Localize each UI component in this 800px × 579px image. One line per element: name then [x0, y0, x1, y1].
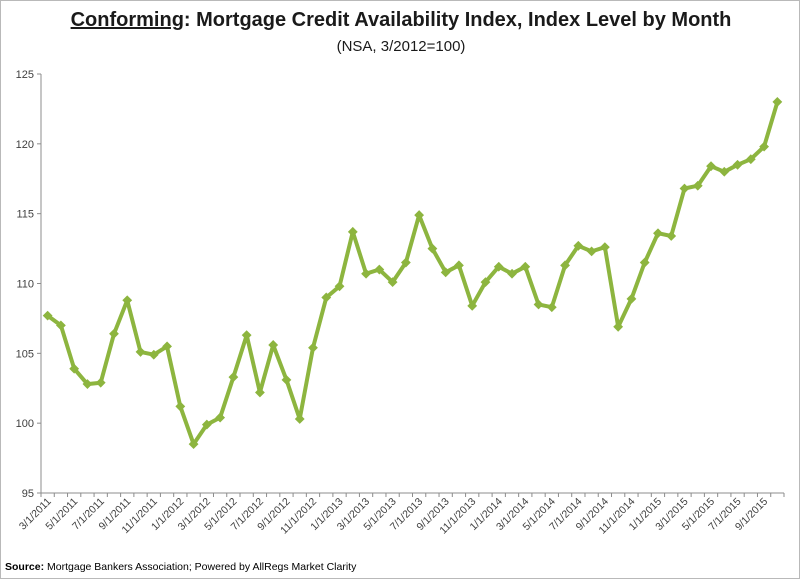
data-point: [387, 277, 398, 288]
data-point: [454, 260, 464, 271]
data-point: [188, 439, 199, 450]
data-point: [573, 240, 584, 251]
data-point: [493, 261, 504, 272]
chart-title-rest: : Mortgage Credit Availability Index, In…: [183, 9, 732, 31]
series-line: [45, 99, 780, 447]
y-tick-label: 95: [22, 488, 34, 500]
data-point: [400, 257, 411, 268]
data-point: [175, 401, 186, 412]
data-point: [414, 210, 425, 220]
chart-title: Conforming: Mortgage Credit Availability…: [1, 9, 799, 32]
data-point: [201, 419, 212, 430]
data-point: [308, 342, 318, 353]
data-point: [427, 243, 438, 254]
data-point: [599, 242, 610, 253]
data-point: [533, 299, 544, 310]
data-point: [361, 268, 371, 279]
data-point: [135, 347, 146, 357]
data-point: [706, 161, 716, 172]
data-point: [692, 180, 703, 191]
data-point: [719, 166, 730, 177]
data-point: [241, 330, 252, 341]
data-point: [122, 295, 133, 306]
data-point: [586, 246, 597, 257]
data-point: [666, 231, 677, 241]
chart-subtitle: (NSA, 3/2012=100): [336, 38, 466, 55]
data-point: [294, 414, 305, 424]
source-text: Mortgage Bankers Association; Powered by…: [44, 561, 357, 573]
data-point: [759, 141, 770, 152]
y-tick-label: 125: [16, 69, 34, 81]
data-point: [268, 340, 279, 350]
data-point: [148, 349, 159, 360]
data-point: [440, 267, 451, 278]
data-point: [639, 257, 650, 268]
data-point: [82, 379, 93, 389]
data-point: [334, 281, 345, 292]
y-tick-label: 100: [16, 418, 34, 430]
y-tick-label: 120: [16, 139, 34, 151]
y-tick-label: 115: [16, 209, 34, 221]
data-point: [772, 97, 783, 107]
data-point: [215, 412, 226, 423]
data-point: [109, 328, 119, 339]
data-point: [55, 320, 66, 331]
source-note: Source: Mortgage Bankers Association; Po…: [5, 561, 356, 573]
data-point: [228, 372, 239, 382]
data-point: [613, 321, 624, 332]
data-point: [321, 292, 332, 303]
data-point: [732, 159, 743, 170]
data-point: [347, 226, 358, 237]
data-point: [520, 261, 531, 272]
data-point: [745, 154, 756, 165]
data-point: [281, 374, 292, 385]
data-point: [507, 268, 517, 279]
data-point: [626, 293, 637, 304]
data-point: [546, 302, 557, 313]
y-tick-label: 105: [16, 348, 34, 360]
data-point: [255, 387, 265, 398]
chart-title-conforming: Conforming: [70, 9, 184, 31]
data-point: [679, 183, 690, 194]
data-point: [653, 228, 663, 239]
data-point: [560, 260, 570, 271]
y-tick-label: 110: [16, 279, 34, 291]
source-label: Source:: [5, 561, 45, 573]
data-point: [467, 300, 478, 311]
data-point: [374, 264, 385, 275]
data-point: [69, 363, 80, 374]
data-point: [480, 277, 491, 288]
data-point: [42, 310, 53, 321]
data-point: [95, 377, 106, 388]
data-point: [162, 341, 172, 352]
